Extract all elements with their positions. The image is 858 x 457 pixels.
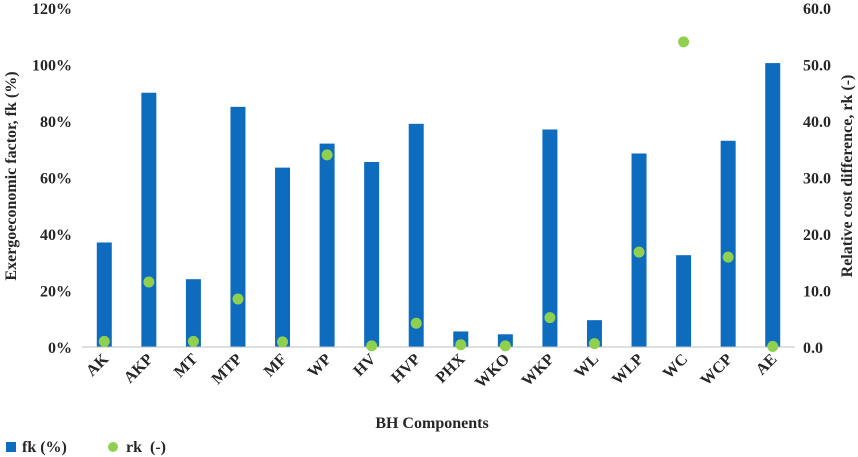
point-hv xyxy=(366,340,378,352)
category-label: HV xyxy=(350,350,379,379)
bar-wcp xyxy=(720,140,736,347)
category-label: WC xyxy=(660,351,692,383)
point-akp xyxy=(143,276,155,288)
point-ae xyxy=(767,340,779,352)
legend-label-fk: fk (%) xyxy=(22,439,67,456)
legend-swatch-fk xyxy=(6,442,16,452)
right-tick-label: 20.0 xyxy=(803,227,831,244)
category-label: WLP xyxy=(609,351,647,389)
point-mt xyxy=(187,335,199,347)
legend-marker-rk xyxy=(108,442,118,452)
right-tick-label: 50.0 xyxy=(803,58,831,75)
left-tick-label: 80% xyxy=(40,114,72,131)
left-tick-label: 120% xyxy=(32,1,72,18)
point-ak xyxy=(98,335,110,347)
bar-wkp xyxy=(542,129,558,347)
right-tick-label: 30.0 xyxy=(803,171,831,188)
bar-ae xyxy=(765,63,781,348)
left-axis-ticks: 0% 20% 40% 60% 80% 100% 120% xyxy=(32,1,72,357)
left-y-axis-title: Exergoeconomic factor, fk (%) xyxy=(3,71,20,280)
x-axis-category-labels: AK AKP MT MTP MF WP HV HVP PHX WKO WKP WL WLP WC WCP AE xyxy=(83,350,780,391)
left-tick-label: 40% xyxy=(40,227,72,244)
category-label: MT xyxy=(171,351,201,381)
category-label: WKO xyxy=(472,351,513,392)
bar-akp xyxy=(141,92,157,347)
bar-hvp xyxy=(408,123,424,347)
category-label: WKP xyxy=(519,351,558,390)
point-wcp xyxy=(722,251,734,263)
point-wc xyxy=(678,36,690,48)
point-mtp xyxy=(232,293,244,305)
category-label: AE xyxy=(753,351,781,379)
category-label: MTP xyxy=(209,351,246,388)
bar-series xyxy=(96,63,781,348)
right-y-axis-title: Relative cost difference, rk (-) xyxy=(839,75,856,278)
point-mf xyxy=(277,336,289,348)
category-label: WL xyxy=(571,351,602,382)
point-wlp xyxy=(633,246,645,258)
legend: fk (%) rk (-) xyxy=(6,439,166,456)
point-phx xyxy=(455,339,467,351)
category-label: AKP xyxy=(121,351,157,387)
bar-mtp xyxy=(230,106,246,347)
bar-wp xyxy=(319,143,335,347)
category-label: WCP xyxy=(698,351,737,390)
right-tick-label: 60.0 xyxy=(803,1,831,18)
bar-hv xyxy=(364,161,380,347)
x-axis-title: BH Components xyxy=(375,415,488,432)
category-label: HVP xyxy=(388,351,424,387)
point-series xyxy=(98,36,779,352)
category-label: PHX xyxy=(433,350,469,386)
point-wkp xyxy=(544,312,556,324)
bar-wc xyxy=(676,255,692,347)
left-tick-label: 60% xyxy=(40,171,72,188)
legend-label-rk: rk (-) xyxy=(126,439,166,456)
point-hvp xyxy=(410,317,422,329)
right-tick-label: 40.0 xyxy=(803,114,831,131)
point-wp xyxy=(321,149,333,161)
right-tick-label: 10.0 xyxy=(803,284,831,301)
bar-mf xyxy=(275,167,291,347)
left-tick-label: 0% xyxy=(48,340,72,357)
right-axis-ticks: 0.0 10.0 20.0 30.0 40.0 50.0 60.0 xyxy=(803,1,831,357)
left-tick-label: 20% xyxy=(40,284,72,301)
category-label: MF xyxy=(261,351,291,381)
bar-mt xyxy=(185,279,201,347)
category-label: WP xyxy=(305,351,335,381)
point-wl xyxy=(588,338,600,350)
category-label: AK xyxy=(83,350,112,379)
point-wko xyxy=(499,340,511,352)
bar-ak xyxy=(96,242,112,347)
left-tick-label: 100% xyxy=(32,58,72,75)
right-tick-label: 0.0 xyxy=(803,340,823,357)
